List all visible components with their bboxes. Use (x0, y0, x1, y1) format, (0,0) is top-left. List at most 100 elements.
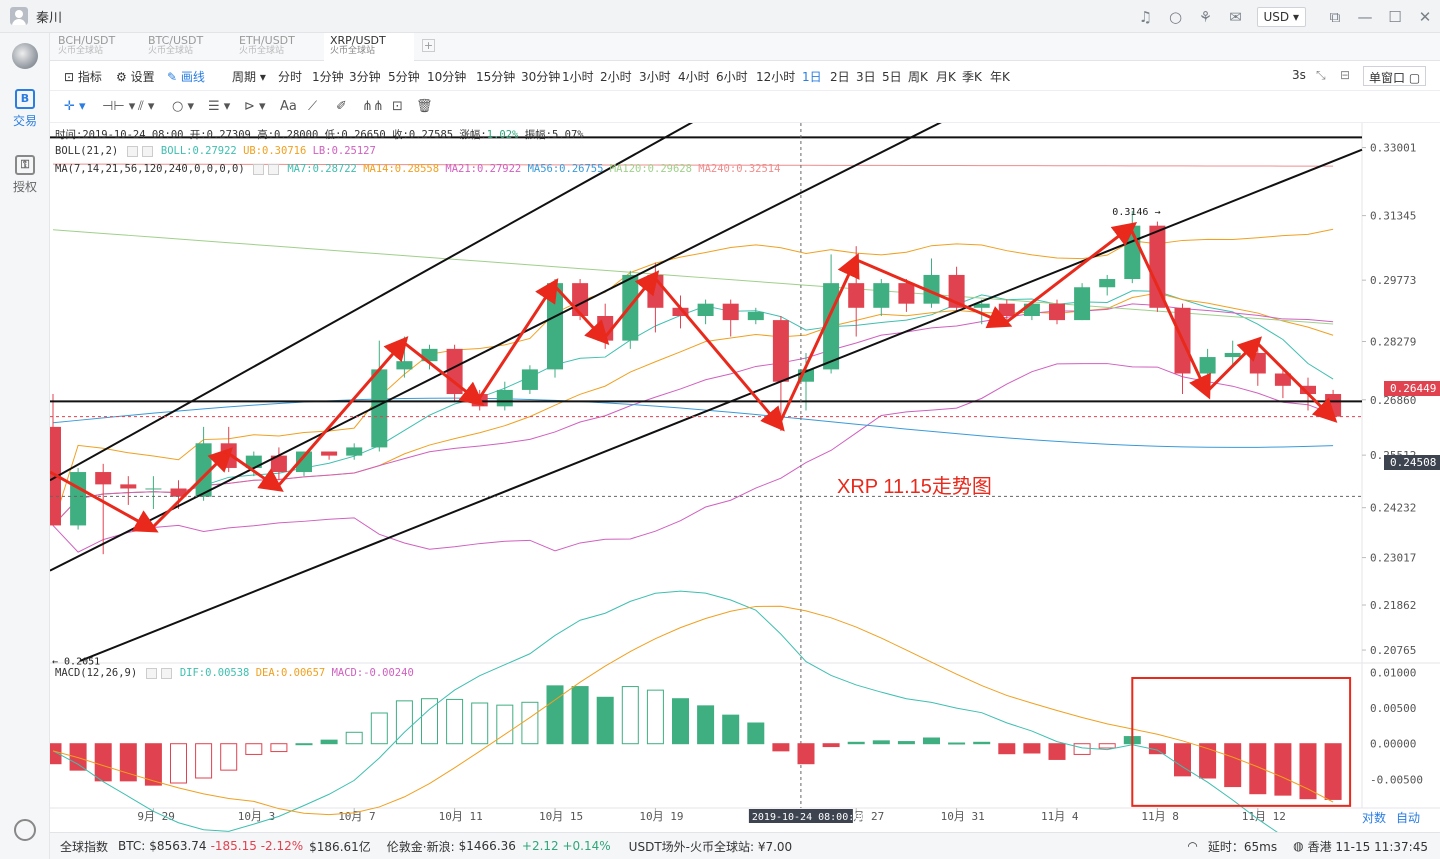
trash-icon[interactable]: 🗑 (416, 99, 433, 114)
shrink-icon[interactable]: ⊟ (1340, 68, 1351, 82)
period-6[interactable]: 30分钟 (521, 70, 561, 84)
fullscreen-icon[interactable]: ⤡ (1316, 68, 1326, 82)
pattern-icon[interactable]: ⊳ ▾ (244, 99, 266, 114)
period-9[interactable]: 3小时 (639, 70, 671, 84)
tab-btc[interactable]: BTC/USDT 火币全球站 (142, 33, 209, 61)
period-13[interactable]: 1日 (802, 70, 822, 84)
fibonacci-icon[interactable]: ☰ ▾ (208, 99, 231, 114)
trend-arrow (224, 450, 284, 492)
global-index-label[interactable]: 全球指数 (60, 839, 109, 854)
minimize-icon[interactable]: — (1357, 7, 1373, 26)
period-16[interactable]: 5日 (882, 70, 902, 84)
tab-source: 火币全球站 (58, 46, 104, 56)
period-0[interactable]: 分时 (278, 70, 303, 84)
ma240-line (52, 163, 1334, 167)
macd-bar (1098, 743, 1116, 749)
period-3[interactable]: 5分钟 (388, 70, 420, 84)
ma120-value: MA120:0.29628 (609, 163, 692, 175)
date-axis-label: 10月 19 (639, 810, 683, 823)
horizontal-line-icon[interactable]: ⊣⊢ ▾ (102, 99, 136, 114)
period-11[interactable]: 6小时 (716, 70, 748, 84)
avatar[interactable] (10, 7, 28, 25)
macd-bar (747, 722, 765, 745)
period-4[interactable]: 10分钟 (427, 70, 467, 84)
candle-body (923, 274, 940, 304)
macd-info: MACD(12,26,9) DIF:0.00538 DEA:0.00657 MA… (55, 667, 414, 679)
price-axis-label: 0.20765 (1370, 644, 1416, 657)
period-5[interactable]: 15分钟 (476, 70, 516, 84)
draw-button[interactable]: ✎ 画线 (167, 70, 205, 84)
wifi-icon: ◠ (1187, 839, 1198, 853)
candle-body (1099, 279, 1116, 288)
maximize-icon[interactable]: ☐ (1388, 7, 1402, 26)
lock-icon[interactable]: ⊡ (392, 99, 403, 114)
period-19[interactable]: 季K (962, 70, 982, 84)
period-17[interactable]: 周K (908, 70, 928, 84)
sidebar-item-auth[interactable]: ⚿ 授权 (0, 155, 50, 195)
refresh-interval[interactable]: 3s (1292, 68, 1306, 82)
boll-settings-icon[interactable] (126, 145, 138, 157)
period-10[interactable]: 4小时 (678, 70, 710, 84)
candle-body (371, 369, 388, 448)
sidebar-item-trade[interactable]: B 交易 (0, 89, 50, 129)
channel-upper-line (49, 11, 891, 482)
tab-xrp[interactable]: XRP/USDT 火币全球站 (324, 33, 414, 61)
macd-bar (170, 743, 187, 784)
dif-line (52, 590, 1321, 859)
macd-highlight-box (1131, 677, 1352, 807)
settings-button[interactable]: ⚙ 设置 (116, 70, 155, 84)
period-18[interactable]: 月K (936, 70, 956, 84)
currency-select[interactable]: USD ▾ (1256, 6, 1306, 27)
macd-bar (1224, 743, 1242, 788)
candle-body (547, 283, 563, 370)
log-scale-button[interactable]: 对数 (1362, 811, 1387, 825)
period-14[interactable]: 2日 (830, 70, 850, 84)
ohlc-close: 收:0.27585 (392, 129, 454, 141)
indicator-button[interactable]: ⊡ 指标 (64, 70, 102, 84)
price-axis-label: 0.31345 (1370, 210, 1416, 223)
mail-icon[interactable]: ✉ (1229, 7, 1242, 26)
tab-bch[interactable]: BCH/USDT 火币全球站 (52, 33, 121, 61)
text-icon[interactable]: Aa (280, 99, 297, 114)
period-dropdown[interactable]: 周期 ▾ (232, 70, 266, 84)
candle-body (697, 303, 714, 317)
add-tab-button[interactable]: + (422, 39, 435, 52)
boll-close-icon[interactable] (141, 145, 153, 157)
period-15[interactable]: 3日 (856, 70, 876, 84)
ma-settings-icon[interactable] (252, 163, 264, 175)
period-8[interactable]: 2小时 (600, 70, 632, 84)
window-mode-select[interactable]: 单窗口 ▢ (1363, 66, 1427, 86)
ruler-icon[interactable]: ⟋ (308, 99, 318, 114)
search-icon[interactable]: ○ (1168, 7, 1183, 26)
macd-bar (571, 686, 589, 745)
chart-area[interactable]: 0.330010.313450.297730.282790.268600.255… (44, 11, 1440, 859)
auto-scale-button[interactable]: 自动 (1396, 811, 1421, 825)
shape-icon[interactable]: ○ ▾ (172, 99, 195, 114)
crosshair-icon[interactable]: ✛ ▾ (64, 99, 86, 114)
brush-icon[interactable]: ✐ (336, 99, 347, 114)
macd-bar (923, 737, 940, 745)
macd-settings-icon[interactable] (145, 667, 157, 679)
period-2[interactable]: 3分钟 (349, 70, 381, 84)
tab-pair: BCH/USDT (58, 34, 116, 47)
gear-icon[interactable] (14, 819, 36, 841)
macd-close-icon[interactable] (160, 667, 172, 679)
tab-eth[interactable]: ETH/USDT 火币全球站 (233, 33, 301, 61)
period-7[interactable]: 1小时 (562, 70, 594, 84)
candlestick-chart[interactable]: 0.330010.313450.297730.282790.268600.255… (44, 11, 1440, 859)
bell-icon[interactable]: ♫ (1138, 7, 1153, 26)
ma120-line (52, 229, 1334, 325)
macd-bar (471, 702, 489, 745)
close-icon[interactable]: ✕ (1418, 7, 1432, 26)
trend-line-icon[interactable]: ⫽ ▾ (138, 99, 155, 114)
macd-bar (1073, 743, 1091, 755)
period-20[interactable]: 年K (990, 70, 1010, 84)
magnet-icon[interactable]: ⋔⋔ (362, 99, 384, 114)
shirt-icon[interactable]: ⚘ (1198, 7, 1213, 26)
key-icon: ⚿ (15, 155, 35, 175)
ma-close-icon[interactable] (267, 163, 279, 175)
price-axis-label: 0.26860 (1370, 394, 1416, 407)
period-12[interactable]: 12小时 (756, 70, 796, 84)
period-1[interactable]: 1分钟 (312, 70, 344, 84)
popout-icon[interactable]: ⧉ (1329, 7, 1341, 26)
